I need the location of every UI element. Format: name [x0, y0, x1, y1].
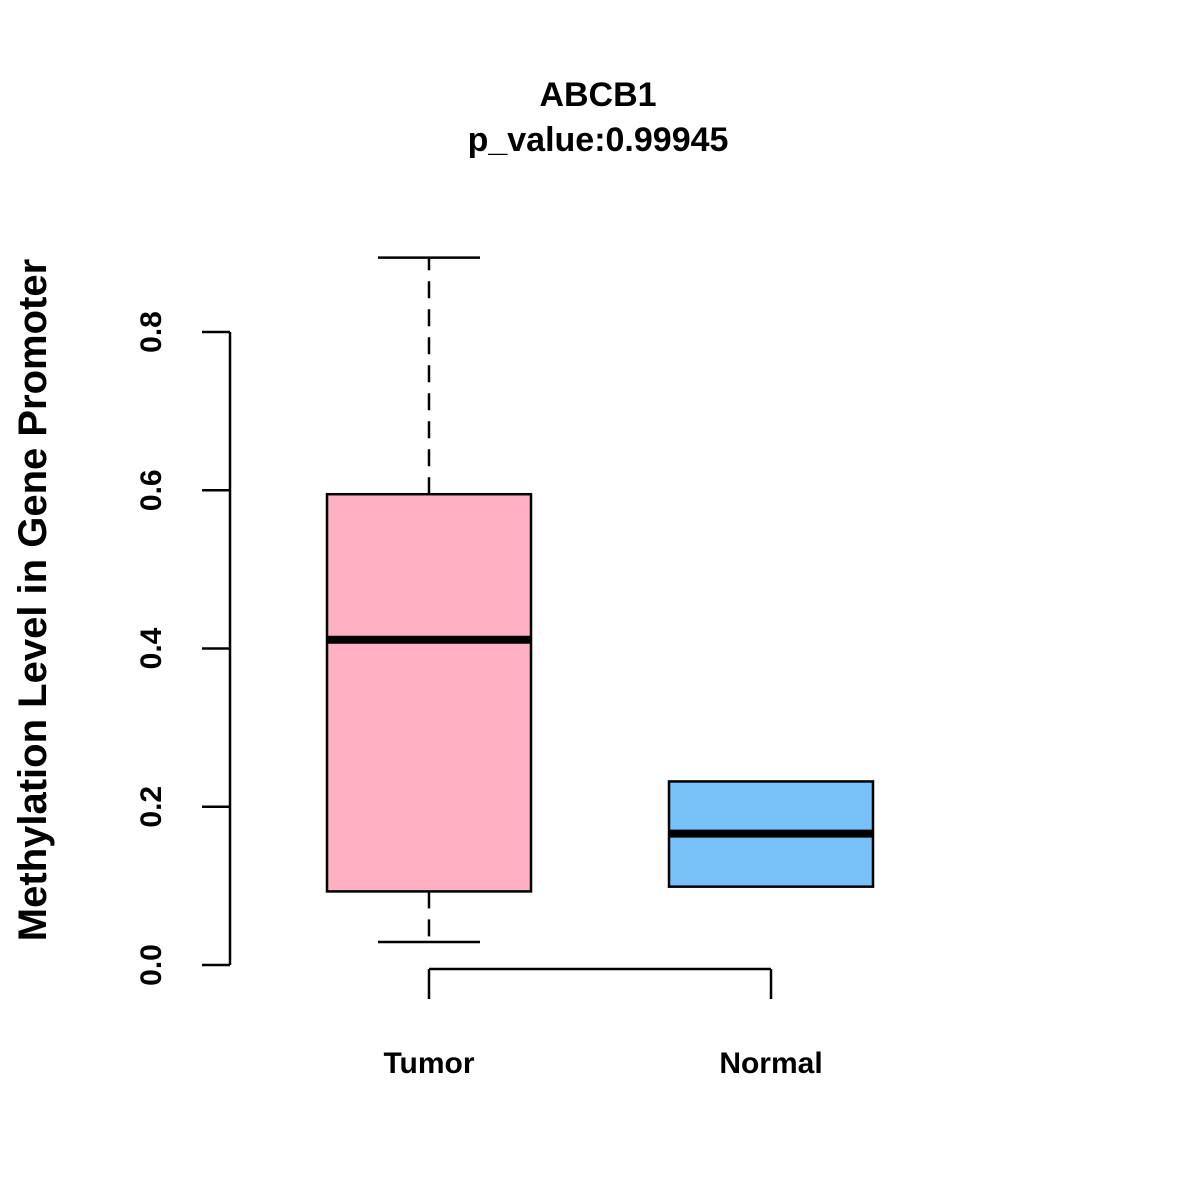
y-tick-label: 0.4 — [135, 627, 168, 669]
boxes — [325, 256, 875, 944]
y-axis-label: Methylation Level in Gene Promoter — [11, 259, 55, 941]
x-axis: Tumor Normal — [383, 967, 823, 1080]
box-tumor — [325, 256, 533, 944]
chart-subtitle: p_value:0.99945 — [468, 121, 729, 159]
x-tick-label: Normal — [719, 1047, 822, 1080]
y-tick-label: 0.6 — [135, 469, 168, 511]
y-tick-label: 0.0 — [135, 944, 168, 986]
iqr-box — [325, 492, 533, 893]
chart-title: ABCB1 — [539, 76, 656, 114]
y-axis: 0.0 0.2 0.4 0.6 0.8 — [135, 311, 232, 986]
y-tick-label: 0.8 — [135, 311, 168, 353]
x-tick-label: Tumor — [383, 1047, 474, 1080]
box-normal — [667, 780, 875, 888]
y-tick-label: 0.2 — [135, 786, 168, 828]
